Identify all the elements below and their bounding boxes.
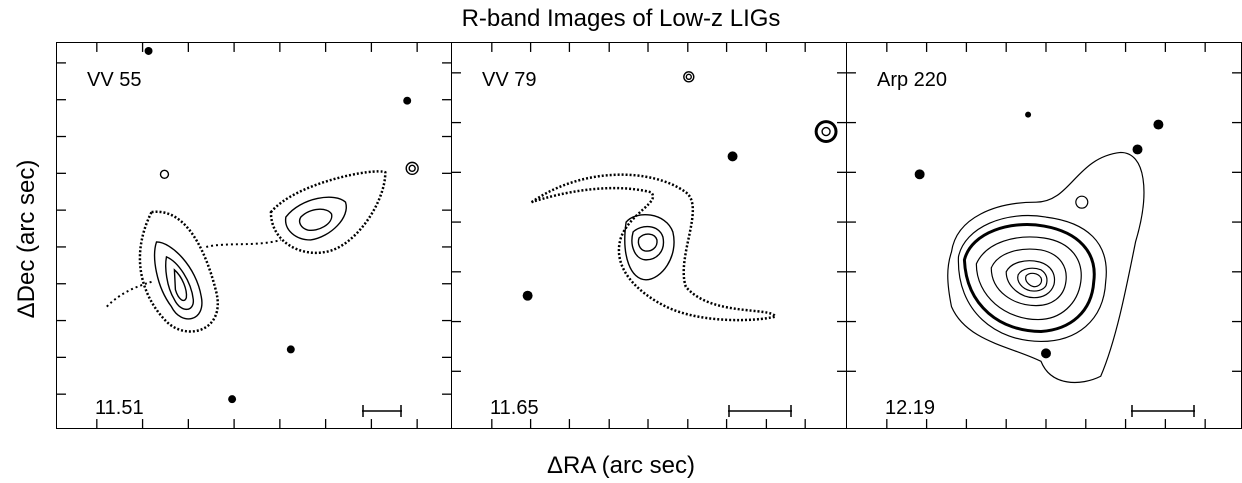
vv79-axis-ticks	[452, 43, 846, 428]
panel-vv55: VV 55 11.51	[56, 42, 452, 429]
arp220-axis-ticks	[847, 43, 1241, 428]
vv55-axis-ticks	[57, 43, 451, 428]
panel-vv79: VV 79 11.65	[451, 42, 847, 429]
panel-value: 12.19	[885, 397, 936, 419]
scale-bar	[728, 405, 792, 417]
panel-value: 11.65	[490, 397, 539, 419]
panel-name: Arp 220	[877, 69, 948, 91]
scale-bar	[1131, 405, 1195, 417]
x-axis-label: ΔRA (arc sec)	[546, 452, 696, 479]
arp220-contour-image	[914, 111, 1164, 383]
scale-bar	[362, 405, 402, 417]
vv79-contour-image	[522, 71, 838, 322]
panel-name: VV 79	[482, 69, 537, 91]
y-axis-label-text: ΔDec (arc sec)	[13, 159, 40, 319]
panel-arp220: Arp 220 12.19	[846, 42, 1242, 429]
figure-title: R-band Images of Low-z LIGs	[461, 5, 781, 32]
panel-name: VV 55	[87, 69, 142, 91]
vv55-contour-image	[106, 46, 419, 404]
panel-value: 11.51	[95, 397, 144, 419]
